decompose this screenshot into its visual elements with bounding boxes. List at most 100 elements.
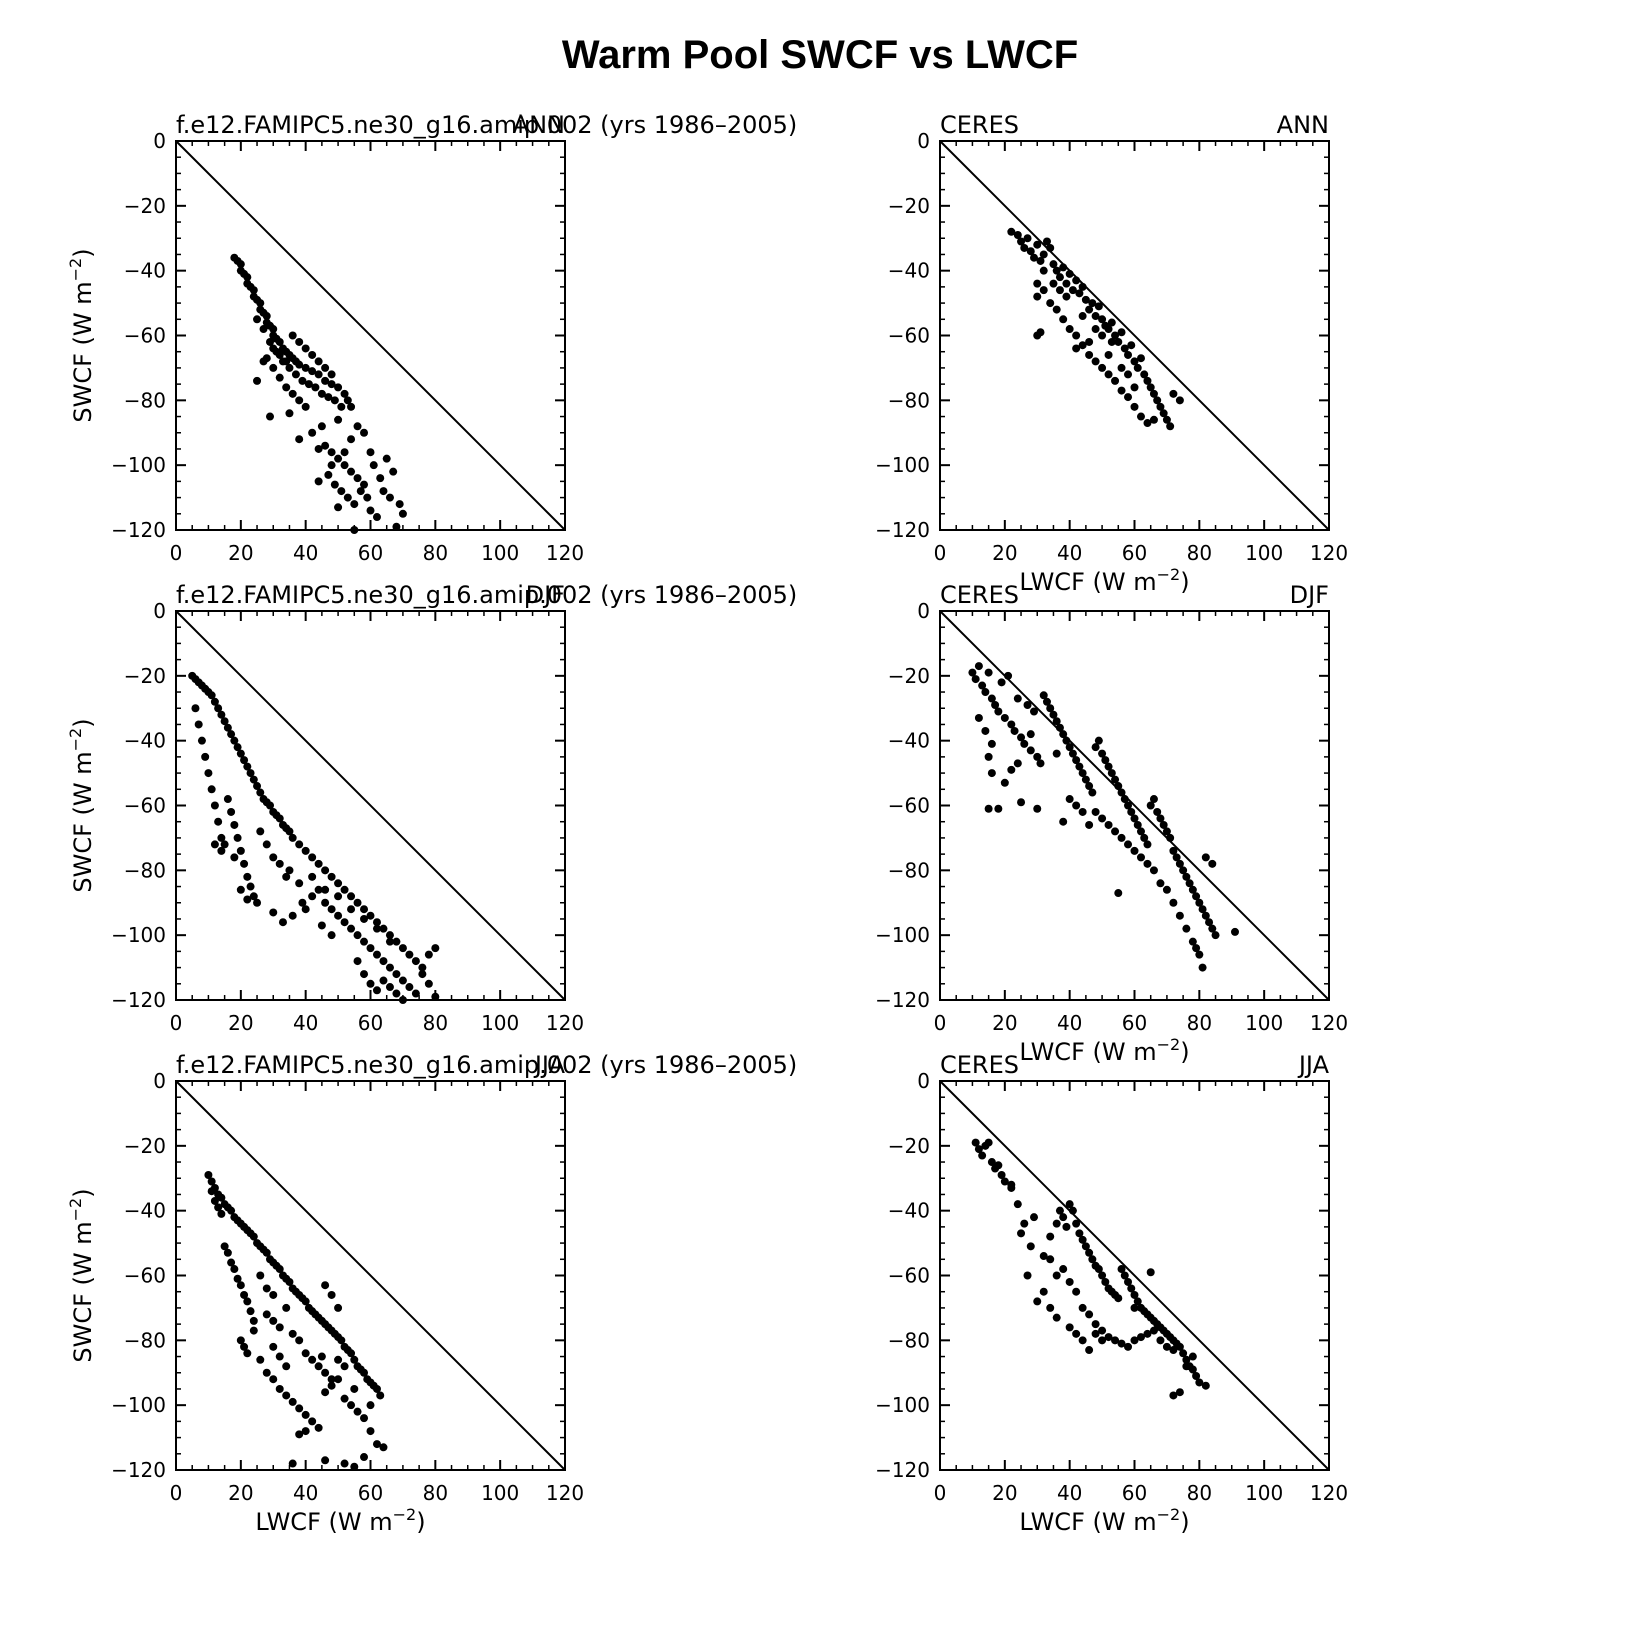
data-point	[1120, 1271, 1129, 1280]
data-point	[1117, 386, 1126, 395]
data-point	[1140, 833, 1149, 842]
data-point	[337, 487, 346, 496]
data-point	[1023, 1271, 1032, 1280]
data-point	[366, 506, 375, 515]
data-point	[334, 892, 343, 901]
data-point	[1133, 1297, 1142, 1306]
data-point	[1013, 694, 1022, 703]
data-point	[240, 859, 249, 868]
data-point	[1117, 1265, 1126, 1274]
data-point	[240, 756, 249, 765]
data-point	[275, 814, 284, 823]
x-tick-label: 0	[934, 541, 947, 565]
data-point	[240, 1342, 249, 1351]
y-tick-label: 0	[153, 599, 166, 623]
data-point	[1175, 1388, 1184, 1397]
data-point	[376, 1391, 385, 1400]
y-tick-label: −60	[124, 1264, 166, 1288]
scatter-panel-2: 0 20 40 60 80 100 120 0 −20 −40 −60 −80 −100 −120 CERE…	[875, 111, 1348, 596]
data-point	[350, 500, 359, 509]
data-point	[1182, 1355, 1191, 1364]
data-point	[1091, 312, 1100, 321]
data-point	[372, 986, 381, 995]
data-point	[1033, 752, 1042, 761]
data-point	[249, 286, 258, 295]
x-tick-label: 80	[1187, 541, 1212, 565]
x-tick-label: 20	[992, 1481, 1017, 1505]
data-point	[1133, 820, 1142, 829]
data-point	[360, 905, 369, 914]
y-tick-label: −120	[111, 988, 166, 1012]
data-point	[1205, 918, 1214, 927]
data-point	[285, 866, 294, 875]
data-point	[1046, 1255, 1055, 1264]
data-point	[360, 937, 369, 946]
y-tick-label: −80	[888, 858, 930, 882]
data-point	[288, 833, 297, 842]
data-point	[295, 360, 304, 369]
data-point	[233, 833, 242, 842]
data-point	[308, 853, 317, 862]
data-point	[360, 914, 369, 923]
data-point	[1062, 736, 1071, 745]
data-point	[1078, 1303, 1087, 1312]
data-point	[334, 1355, 343, 1364]
data-point	[1179, 866, 1188, 875]
data-point	[1039, 691, 1048, 700]
data-point	[308, 1355, 317, 1364]
data-point	[385, 493, 394, 502]
data-point	[987, 694, 996, 703]
data-point	[1230, 927, 1239, 936]
data-point	[1017, 237, 1026, 246]
data-point	[1026, 730, 1035, 739]
data-point	[347, 1401, 356, 1410]
data-point	[1104, 762, 1113, 771]
data-point	[1098, 749, 1107, 758]
data-point	[1013, 1200, 1022, 1209]
data-point	[1175, 911, 1184, 920]
data-point	[291, 370, 300, 379]
data-point	[347, 924, 356, 933]
data-point	[1078, 807, 1087, 816]
data-point	[1169, 1391, 1178, 1400]
data-point	[1172, 853, 1181, 862]
data-point	[194, 720, 203, 729]
data-point	[301, 846, 310, 855]
data-point	[334, 1303, 343, 1312]
data-point	[1055, 273, 1064, 282]
data-point	[1182, 924, 1191, 933]
data-point	[1072, 801, 1081, 810]
data-point	[330, 480, 339, 489]
data-point	[1120, 344, 1129, 353]
data-point	[1072, 331, 1081, 340]
x-tick-label: 0	[170, 1011, 183, 1035]
data-point	[275, 859, 284, 868]
data-point	[334, 454, 343, 463]
panel-left-title: f.e12.FAMIPC5.ne30_g16.amip.002 (yrs 198…	[176, 581, 797, 609]
data-point	[1166, 422, 1175, 431]
data-point	[398, 944, 407, 953]
scatter-panel-3: 0 20 40 60 80 100 120 0 −20 −40 −60 −80 −100 −120 f.e1…	[66, 581, 797, 1035]
data-point	[340, 1362, 349, 1371]
data-point	[1146, 383, 1155, 392]
data-point	[269, 344, 278, 353]
data-point	[1169, 1346, 1178, 1355]
data-point	[1075, 1229, 1084, 1238]
data-point	[230, 853, 239, 862]
data-point	[1101, 756, 1110, 765]
data-point	[1030, 707, 1039, 716]
y-tick-label: −100	[875, 1393, 930, 1417]
data-point	[308, 428, 317, 437]
y-tick-label: −80	[124, 858, 166, 882]
y-tick-label: −40	[124, 259, 166, 283]
data-point	[1136, 354, 1145, 363]
x-tick-label: 0	[934, 1011, 947, 1035]
data-point	[1159, 409, 1168, 418]
data-point	[366, 1401, 375, 1410]
data-point	[269, 1375, 278, 1384]
data-point	[330, 396, 339, 405]
data-point	[974, 1145, 983, 1154]
data-point	[1036, 759, 1045, 768]
data-point	[1065, 325, 1074, 334]
